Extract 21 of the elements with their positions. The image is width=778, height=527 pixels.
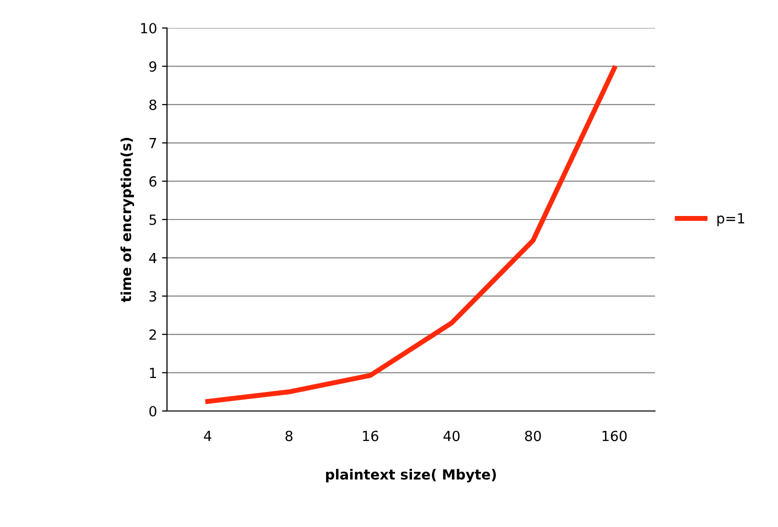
y-tick-label: 6 [149,176,156,187]
legend-label: p=1 [717,213,744,226]
line-series [205,66,617,404]
x-tick-label: 40 [444,430,460,442]
x-axis-title: plaintext size( Mbyte) [326,468,496,482]
x-tick-label: 16 [363,430,378,442]
y-tick-label: 1 [150,368,156,378]
x-tick-label: 160 [602,430,627,442]
x-tick-label: 8 [286,430,292,442]
y-tick-label: 0 [149,406,156,416]
x-tick-label: 4 [204,430,212,441]
y-tick-label: 3 [150,291,156,302]
y-axis-title: time of encryption(s) [120,138,134,302]
y-tick-label: 5 [150,214,156,225]
y-tick-label: 4 [149,252,156,264]
x-tick-label: 80 [525,430,541,442]
y-tick-label: 8 [149,100,156,110]
y-tick-label: 10 [141,22,156,34]
y-tick-label: 7 [150,138,156,148]
y-tick-label: 2 [149,329,156,340]
y-tick-label: 9 [149,61,156,72]
